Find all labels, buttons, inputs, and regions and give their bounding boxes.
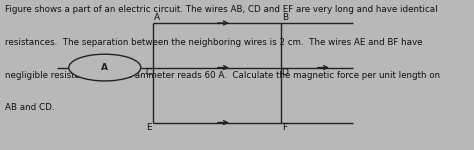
Text: A: A <box>101 63 108 72</box>
Text: E: E <box>146 123 152 132</box>
Text: B: B <box>282 13 288 22</box>
Text: D: D <box>282 68 289 77</box>
Text: resistances.  The separation between the neighboring wires is 2 cm.  The wires A: resistances. The separation between the … <box>6 38 423 47</box>
Text: negligible resistance and the ammeter reads 60 A.  Calculate the magnetic force : negligible resistance and the ammeter re… <box>6 70 441 80</box>
Text: AB and CD.: AB and CD. <box>6 103 55 112</box>
Text: C: C <box>146 68 152 77</box>
Circle shape <box>69 54 141 81</box>
Text: Figure shows a part of an electric circuit. The wires AB, CD and EF are very lon: Figure shows a part of an electric circu… <box>6 5 438 14</box>
Text: F: F <box>283 123 288 132</box>
Text: A: A <box>154 13 160 22</box>
